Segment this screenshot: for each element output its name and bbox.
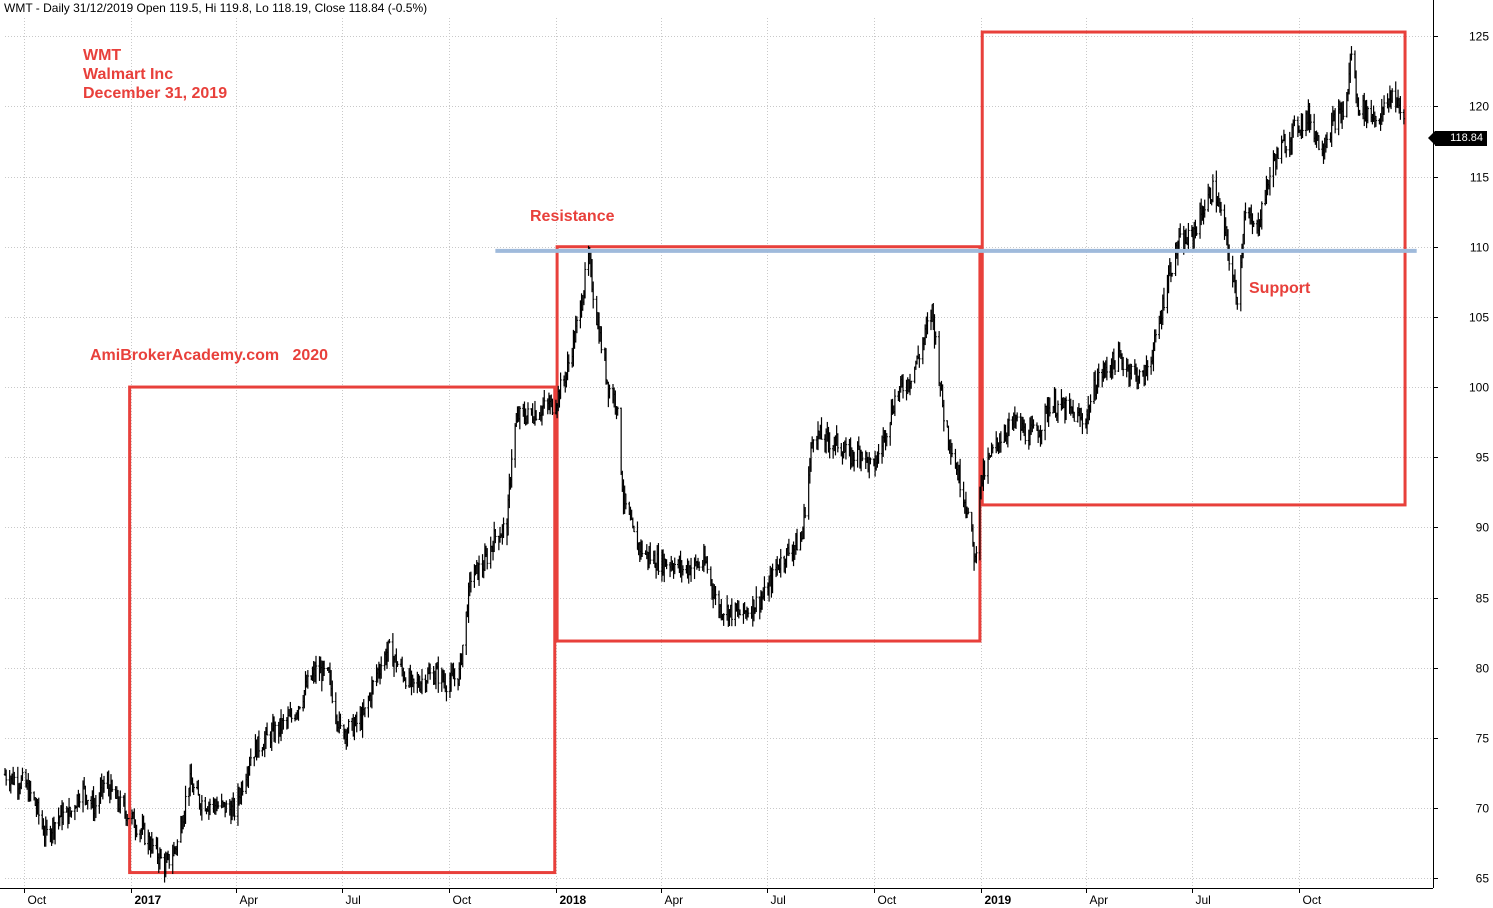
y-tick-label: 105 (1469, 311, 1489, 325)
price-bars (3, 46, 1406, 883)
x-tick-label: Apr (1090, 893, 1109, 907)
y-tick-label: 120 (1469, 100, 1489, 114)
y-tick-label: 100 (1469, 381, 1489, 395)
y-tick-label: 125 (1469, 30, 1489, 44)
x-tick-label: Apr (240, 893, 259, 907)
x-tick-label: Oct (1303, 893, 1322, 907)
company-label: Walmart Inc (83, 66, 174, 83)
range-box (555, 245, 982, 643)
y-tick-label: 95 (1476, 451, 1490, 465)
x-tick-label: Oct (28, 893, 47, 907)
y-tick-label: 90 (1476, 521, 1490, 535)
chart-grid (5, 18, 1433, 888)
y-tick-label: 70 (1476, 802, 1490, 816)
chart-header: WMT - Daily 31/12/2019 Open 119.5, Hi 11… (4, 1, 428, 15)
y-tick-label: 85 (1476, 592, 1490, 606)
ticker-label: WMT (83, 47, 122, 64)
range-box (980, 30, 1407, 507)
x-tick-label: Oct (453, 893, 472, 907)
x-tick-label: Oct (878, 893, 897, 907)
date-label: December 31, 2019 (83, 85, 228, 102)
ticker-annotation: WMT Walmart Inc December 31, 2019 (83, 46, 227, 103)
y-tick-label: 75 (1476, 732, 1490, 746)
y-tick-label: 65 (1476, 872, 1490, 886)
x-tick-label: 2018 (560, 893, 587, 907)
last-price-tag: 118.84 (1428, 131, 1487, 146)
x-tick-label: Apr (665, 893, 684, 907)
x-tick-label: Jul (1196, 893, 1211, 907)
resistance-annotation: Resistance (530, 208, 615, 225)
y-tick-label: 115 (1470, 171, 1489, 185)
range-box (128, 385, 557, 875)
range-boxes (128, 30, 1407, 875)
support-annotation: Support (1249, 280, 1311, 297)
site-annotation: AmiBrokerAcademy.com 2020 (90, 347, 329, 364)
x-tick-label: 2019 (985, 893, 1012, 907)
y-tick-label: 80 (1476, 662, 1490, 676)
x-tick-label: 2017 (135, 893, 162, 907)
x-tick-label: Jul (771, 893, 786, 907)
y-tick-label: 110 (1470, 241, 1489, 255)
x-tick-label: Jul (346, 893, 361, 907)
